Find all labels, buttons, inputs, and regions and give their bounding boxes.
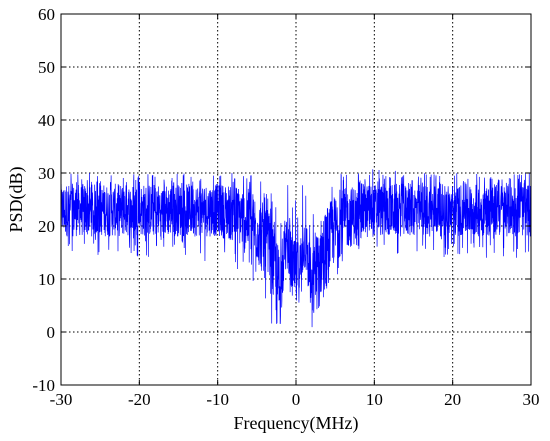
x-tick-label: 10	[366, 390, 383, 409]
tick-layer: -30 -20 -10 0 10 20 30 -10 0 10 20 30 40 50 60	[32, 5, 539, 409]
y-tick-label: 20	[38, 217, 55, 236]
y-axis-title: PSD(dB)	[6, 166, 27, 232]
data-layer	[60, 169, 532, 328]
y-tick-label: 40	[38, 111, 55, 130]
y-tick-label: 50	[38, 58, 55, 77]
y-tick-label: 0	[47, 323, 56, 342]
x-tick-label: 0	[292, 390, 301, 409]
x-tick-label: 20	[444, 390, 461, 409]
x-tick-label: -30	[50, 390, 73, 409]
y-tick-label: 60	[38, 5, 55, 24]
psd-series-line	[60, 169, 532, 328]
x-tick-label: -10	[206, 390, 229, 409]
y-tick-label: -10	[32, 376, 55, 395]
x-tick-label: 30	[523, 390, 540, 409]
y-tick-label: 10	[38, 270, 55, 289]
x-axis-title: Frequency(MHz)	[234, 413, 359, 434]
y-tick-label: 30	[38, 164, 55, 183]
x-tick-label: -20	[128, 390, 151, 409]
